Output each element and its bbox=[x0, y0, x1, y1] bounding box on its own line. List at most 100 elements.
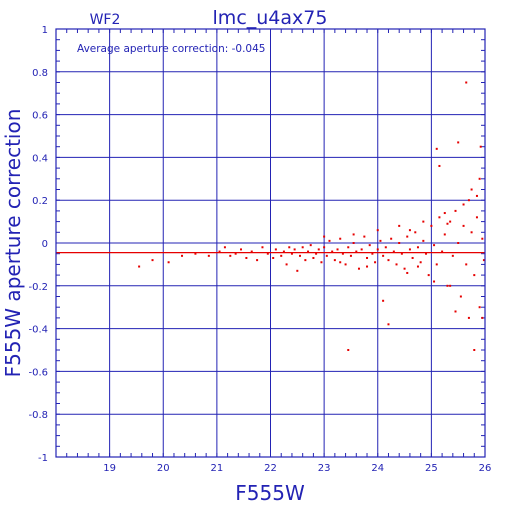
data-point bbox=[290, 252, 293, 255]
data-point bbox=[312, 256, 315, 259]
data-point bbox=[285, 263, 288, 266]
data-point bbox=[328, 239, 331, 242]
x-tick-label: 23 bbox=[318, 463, 331, 474]
data-point bbox=[355, 250, 358, 253]
data-point bbox=[435, 147, 438, 150]
data-point bbox=[331, 250, 334, 253]
data-point bbox=[234, 252, 237, 255]
data-point bbox=[411, 256, 414, 259]
data-point bbox=[151, 259, 154, 262]
data-point bbox=[422, 239, 425, 242]
data-point bbox=[223, 246, 226, 249]
data-point bbox=[304, 259, 307, 262]
data-point bbox=[323, 246, 326, 249]
data-point bbox=[266, 252, 269, 255]
data-point bbox=[446, 222, 449, 225]
data-point bbox=[371, 252, 374, 255]
data-point bbox=[433, 280, 436, 283]
x-tick-label: 26 bbox=[479, 463, 492, 474]
data-point bbox=[454, 209, 457, 212]
data-point bbox=[433, 244, 436, 247]
data-point bbox=[390, 237, 393, 240]
data-point bbox=[298, 254, 301, 257]
data-point bbox=[293, 248, 296, 251]
x-tick-label: 20 bbox=[157, 463, 170, 474]
data-point bbox=[398, 224, 401, 227]
data-point bbox=[467, 199, 470, 202]
data-point bbox=[395, 263, 398, 266]
data-points bbox=[138, 81, 485, 351]
data-point bbox=[473, 274, 476, 277]
data-point bbox=[475, 216, 478, 219]
data-point bbox=[207, 254, 210, 257]
data-point bbox=[470, 231, 473, 234]
data-point bbox=[325, 254, 328, 257]
data-point bbox=[339, 261, 342, 264]
data-point bbox=[366, 256, 369, 259]
data-point bbox=[317, 248, 320, 251]
data-point bbox=[478, 177, 481, 180]
data-point bbox=[438, 164, 441, 167]
data-point bbox=[336, 248, 339, 251]
data-point bbox=[245, 256, 248, 259]
data-point bbox=[475, 194, 478, 197]
data-point bbox=[323, 235, 326, 238]
data-point bbox=[181, 254, 184, 257]
data-point bbox=[459, 295, 462, 298]
x-tick-label: 24 bbox=[371, 463, 384, 474]
data-point bbox=[315, 252, 318, 255]
data-point bbox=[457, 242, 460, 244]
data-point bbox=[376, 248, 379, 251]
y-tick-label: -1 bbox=[38, 453, 48, 464]
data-point bbox=[229, 254, 232, 257]
data-point bbox=[387, 259, 390, 262]
data-point bbox=[457, 141, 460, 144]
data-point bbox=[341, 252, 344, 255]
data-point bbox=[427, 274, 430, 277]
data-point bbox=[416, 246, 419, 249]
data-point bbox=[408, 248, 411, 251]
data-point bbox=[408, 229, 411, 232]
data-point bbox=[301, 246, 304, 249]
x-tick-labels: 19 20 21 22 23 24 25 26 bbox=[103, 463, 491, 474]
y-tick-label: -0.8 bbox=[28, 410, 48, 421]
data-point bbox=[138, 265, 141, 268]
data-point bbox=[419, 261, 422, 264]
data-point bbox=[443, 212, 446, 215]
data-point bbox=[406, 271, 409, 274]
data-point bbox=[449, 220, 452, 223]
y-tick-label: 0 bbox=[42, 239, 48, 250]
data-point bbox=[256, 259, 259, 262]
data-point bbox=[379, 239, 382, 242]
data-point bbox=[352, 242, 355, 244]
data-point bbox=[482, 259, 485, 262]
data-point bbox=[382, 254, 385, 257]
data-point bbox=[443, 233, 446, 236]
data-point bbox=[422, 220, 425, 223]
data-point bbox=[481, 316, 484, 319]
data-point bbox=[309, 244, 312, 247]
data-point bbox=[307, 250, 310, 253]
x-tick-label: 19 bbox=[103, 463, 116, 474]
data-point bbox=[438, 216, 441, 219]
data-point bbox=[441, 250, 444, 253]
data-point bbox=[382, 299, 385, 302]
y-tick-label: -0.2 bbox=[28, 282, 48, 293]
data-point bbox=[416, 265, 419, 268]
data-point bbox=[347, 349, 350, 351]
average-annotation: Average aperture correction: -0.045 bbox=[77, 43, 265, 55]
data-point bbox=[352, 233, 355, 236]
data-point bbox=[349, 254, 352, 257]
data-point bbox=[446, 284, 449, 287]
data-point bbox=[470, 188, 473, 191]
grid-lines bbox=[55, 28, 486, 458]
data-point bbox=[360, 248, 363, 251]
x-axis-label: F555W bbox=[235, 481, 305, 505]
data-point bbox=[333, 259, 336, 262]
data-point bbox=[320, 261, 323, 264]
data-point bbox=[398, 242, 401, 244]
x-tick-label: 25 bbox=[425, 463, 438, 474]
data-point bbox=[282, 250, 285, 253]
